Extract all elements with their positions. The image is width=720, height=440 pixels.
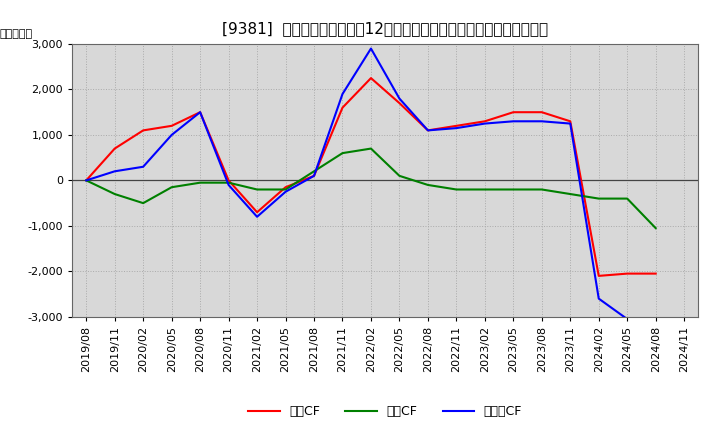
- フリーCF: [167, 132, 176, 138]
- 投賄CF: [225, 180, 233, 185]
- 営業CF: [139, 128, 148, 133]
- 投賄CF: [253, 187, 261, 192]
- Y-axis label: （百万円）: （百万円）: [0, 29, 32, 39]
- 営業CF: [452, 123, 461, 128]
- 投賄CF: [537, 187, 546, 192]
- フリーCF: [509, 119, 518, 124]
- 営業CF: [566, 119, 575, 124]
- Legend: 営業CF, 投賄CF, フリーCF: 営業CF, 投賄CF, フリーCF: [248, 405, 522, 418]
- 投賄CF: [509, 187, 518, 192]
- フリーCF: [623, 316, 631, 322]
- フリーCF: [395, 96, 404, 101]
- フリーCF: [423, 128, 432, 133]
- 投賄CF: [452, 187, 461, 192]
- 投賄CF: [366, 146, 375, 151]
- フリーCF: [82, 178, 91, 183]
- 投賄CF: [82, 178, 91, 183]
- 営業CF: [423, 128, 432, 133]
- Line: フリーCF: フリーCF: [86, 48, 656, 321]
- 投賄CF: [652, 225, 660, 231]
- フリーCF: [480, 121, 489, 126]
- 投賄CF: [167, 185, 176, 190]
- 営業CF: [196, 110, 204, 115]
- 営業CF: [110, 146, 119, 151]
- Title: [9381]  キャッシュフローの12か月移動合計の対前年同期増減額の推移: [9381] キャッシュフローの12か月移動合計の対前年同期増減額の推移: [222, 21, 548, 36]
- 投賄CF: [623, 196, 631, 201]
- Line: 営業CF: 営業CF: [86, 78, 656, 276]
- フリーCF: [452, 125, 461, 131]
- フリーCF: [310, 173, 318, 179]
- 営業CF: [480, 119, 489, 124]
- フリーCF: [253, 214, 261, 220]
- フリーCF: [338, 92, 347, 97]
- 投賄CF: [595, 196, 603, 201]
- 営業CF: [82, 178, 91, 183]
- Line: 投賄CF: 投賄CF: [86, 149, 656, 228]
- 投賄CF: [310, 169, 318, 174]
- 投賄CF: [110, 191, 119, 197]
- 営業CF: [225, 178, 233, 183]
- 営業CF: [366, 76, 375, 81]
- 営業CF: [282, 185, 290, 190]
- 投賄CF: [423, 182, 432, 187]
- フリーCF: [225, 182, 233, 187]
- 営業CF: [395, 100, 404, 106]
- フリーCF: [139, 164, 148, 169]
- フリーCF: [652, 319, 660, 324]
- 営業CF: [623, 271, 631, 276]
- 営業CF: [595, 273, 603, 279]
- 営業CF: [310, 173, 318, 179]
- 営業CF: [167, 123, 176, 128]
- 投賄CF: [139, 201, 148, 206]
- 投賄CF: [566, 191, 575, 197]
- フリーCF: [566, 121, 575, 126]
- フリーCF: [282, 189, 290, 194]
- 営業CF: [253, 209, 261, 215]
- 営業CF: [652, 271, 660, 276]
- 投賄CF: [480, 187, 489, 192]
- 投賄CF: [338, 150, 347, 156]
- 営業CF: [537, 110, 546, 115]
- 投賄CF: [196, 180, 204, 185]
- 投賄CF: [282, 187, 290, 192]
- フリーCF: [595, 296, 603, 301]
- フリーCF: [110, 169, 119, 174]
- 営業CF: [338, 105, 347, 110]
- フリーCF: [366, 46, 375, 51]
- フリーCF: [537, 119, 546, 124]
- フリーCF: [196, 110, 204, 115]
- 投賄CF: [395, 173, 404, 179]
- 営業CF: [509, 110, 518, 115]
